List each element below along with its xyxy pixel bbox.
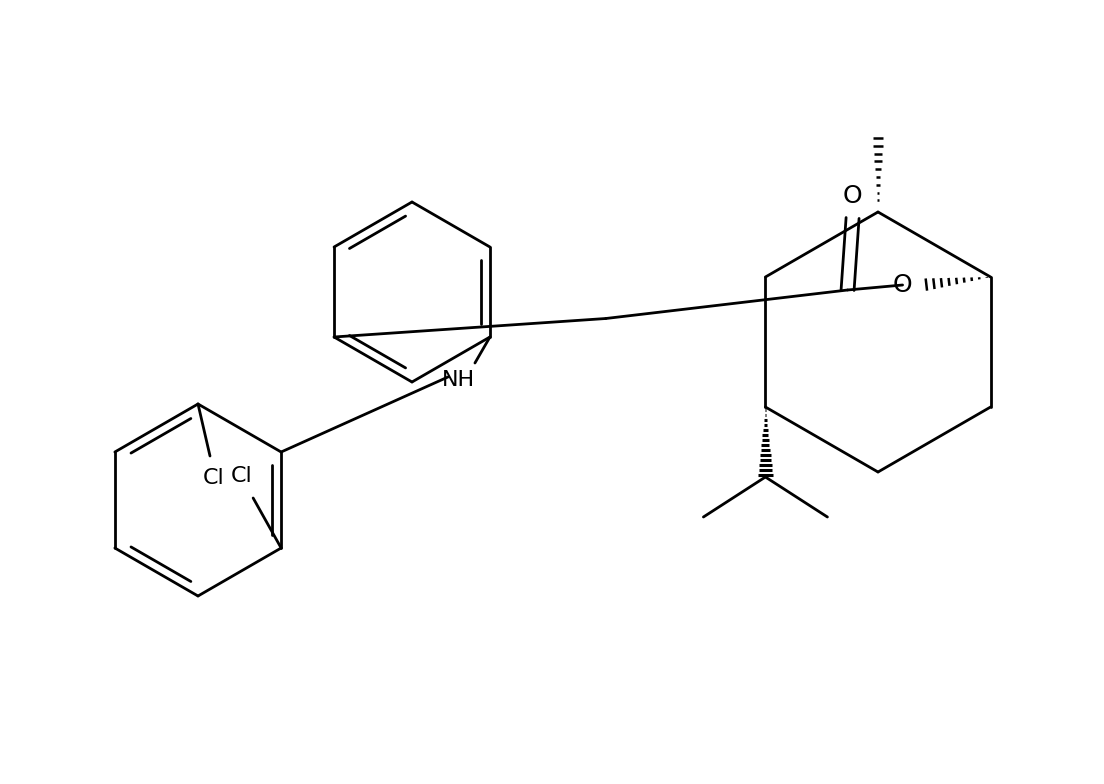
Text: Cl: Cl bbox=[231, 466, 252, 486]
Text: Cl: Cl bbox=[203, 468, 225, 488]
Text: O: O bbox=[842, 184, 862, 208]
Text: NH: NH bbox=[442, 370, 475, 390]
Text: O: O bbox=[893, 273, 912, 297]
